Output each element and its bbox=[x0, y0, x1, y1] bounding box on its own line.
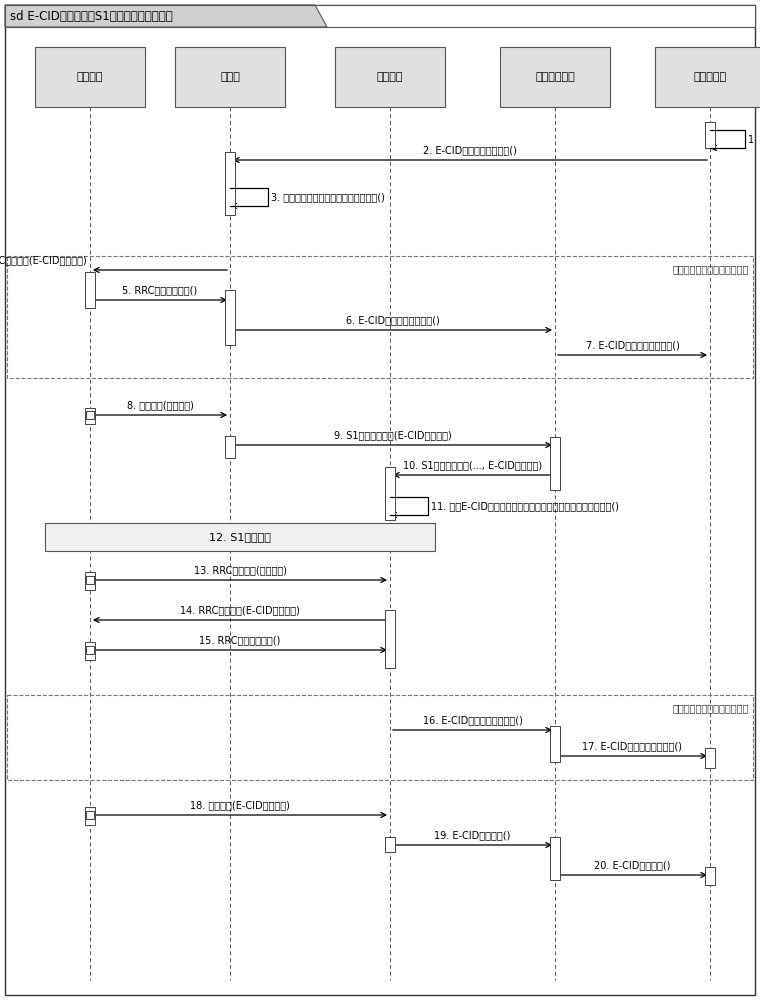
Text: 7. E-CID测量初始响应消息(): 7. E-CID测量初始响应消息() bbox=[585, 340, 679, 350]
Bar bbox=[86, 411, 94, 419]
Text: 20. E-CID测量报告(): 20. E-CID测量报告() bbox=[594, 860, 671, 870]
Bar bbox=[85, 408, 95, 424]
Bar bbox=[175, 47, 285, 107]
Bar bbox=[85, 572, 95, 590]
Bar bbox=[225, 436, 235, 458]
Bar bbox=[7, 695, 753, 780]
Bar bbox=[550, 837, 560, 880]
Text: 16. E-CID测量初始响应消息(): 16. E-CID测量初始响应消息() bbox=[423, 715, 522, 725]
Bar bbox=[705, 867, 715, 885]
Bar bbox=[86, 811, 94, 819]
Text: 本虚线框所示流程为可选流程: 本虚线框所示流程为可选流程 bbox=[673, 264, 749, 274]
Bar bbox=[86, 576, 94, 584]
Bar bbox=[705, 122, 715, 148]
Text: 用户设备: 用户设备 bbox=[77, 72, 103, 82]
Bar bbox=[225, 290, 235, 345]
Text: 14. RRC重配消息(E-CID测量配置): 14. RRC重配消息(E-CID测量配置) bbox=[180, 605, 300, 615]
Polygon shape bbox=[5, 5, 327, 27]
Text: 6. E-CID测量初始响应消息(): 6. E-CID测量初始响应消息() bbox=[346, 315, 439, 325]
Bar bbox=[85, 807, 95, 825]
Text: 8. 测量报告(切换事件): 8. 测量报告(切换事件) bbox=[127, 400, 194, 410]
Bar bbox=[385, 837, 395, 852]
Text: 12. S1切换流程: 12. S1切换流程 bbox=[209, 532, 271, 542]
Text: 1. E-CID测量初始请求消息(): 1. E-CID测量初始请求消息() bbox=[748, 134, 760, 144]
Text: 定位服务器: 定位服务器 bbox=[693, 72, 727, 82]
Bar bbox=[5, 5, 755, 27]
Bar bbox=[85, 272, 95, 308]
Text: 13. RRC重配消息(切换完成): 13. RRC重配消息(切换完成) bbox=[194, 565, 287, 575]
Bar bbox=[85, 642, 95, 660]
Text: 目标基站: 目标基站 bbox=[377, 72, 404, 82]
Bar bbox=[655, 47, 760, 107]
Bar bbox=[225, 152, 235, 215]
Text: 17. E-CID测量初始响应消息(): 17. E-CID测量初始响应消息() bbox=[582, 741, 682, 751]
Text: 9. S1切换需求消息(E-CID测量配置): 9. S1切换需求消息(E-CID测量配置) bbox=[334, 430, 451, 440]
Bar bbox=[550, 437, 560, 490]
Bar bbox=[385, 610, 395, 668]
Bar bbox=[705, 748, 715, 768]
Bar bbox=[5, 5, 755, 27]
Text: 18. 测量报告(E-CID测量结果): 18. 测量报告(E-CID测量结果) bbox=[190, 800, 290, 810]
Bar bbox=[7, 256, 753, 378]
Bar bbox=[550, 726, 560, 762]
Bar bbox=[45, 523, 435, 551]
Text: 移动管理实体: 移动管理实体 bbox=[535, 72, 575, 82]
Text: 本虚线框所示流程为可选流程: 本虚线框所示流程为可选流程 bbox=[673, 703, 749, 713]
Text: 2. E-CID测量初始请求消息(): 2. E-CID测量初始请求消息() bbox=[423, 145, 517, 155]
Bar bbox=[35, 47, 145, 107]
Text: 源基站: 源基站 bbox=[220, 72, 240, 82]
Text: 5. RRC重配完成消息(): 5. RRC重配完成消息() bbox=[122, 285, 198, 295]
Text: 15. RRC重配完成消息(): 15. RRC重配完成消息() bbox=[199, 635, 280, 645]
Bar bbox=[500, 47, 610, 107]
Text: 10. S1切换请求消息(..., E-CID测量配置): 10. S1切换请求消息(..., E-CID测量配置) bbox=[403, 460, 542, 470]
Bar bbox=[335, 47, 445, 107]
Text: 19. E-CID测量报告(): 19. E-CID测量报告() bbox=[434, 830, 511, 840]
Text: 4. RRC重配消息(E-CID测量配置): 4. RRC重配消息(E-CID测量配置) bbox=[0, 255, 87, 265]
Text: 11. 获取E-CID测量配置信息，保存在新建的用户设备上下文中(): 11. 获取E-CID测量配置信息，保存在新建的用户设备上下文中() bbox=[431, 501, 619, 511]
Bar bbox=[86, 646, 94, 654]
Bar bbox=[385, 467, 395, 520]
Text: 3. 保存测量配置参数到用户设备上下文(): 3. 保存测量配置参数到用户设备上下文() bbox=[271, 192, 385, 202]
Text: sd E-CID测量配置在S1切换启动前已经完成: sd E-CID测量配置在S1切换启动前已经完成 bbox=[10, 9, 173, 22]
